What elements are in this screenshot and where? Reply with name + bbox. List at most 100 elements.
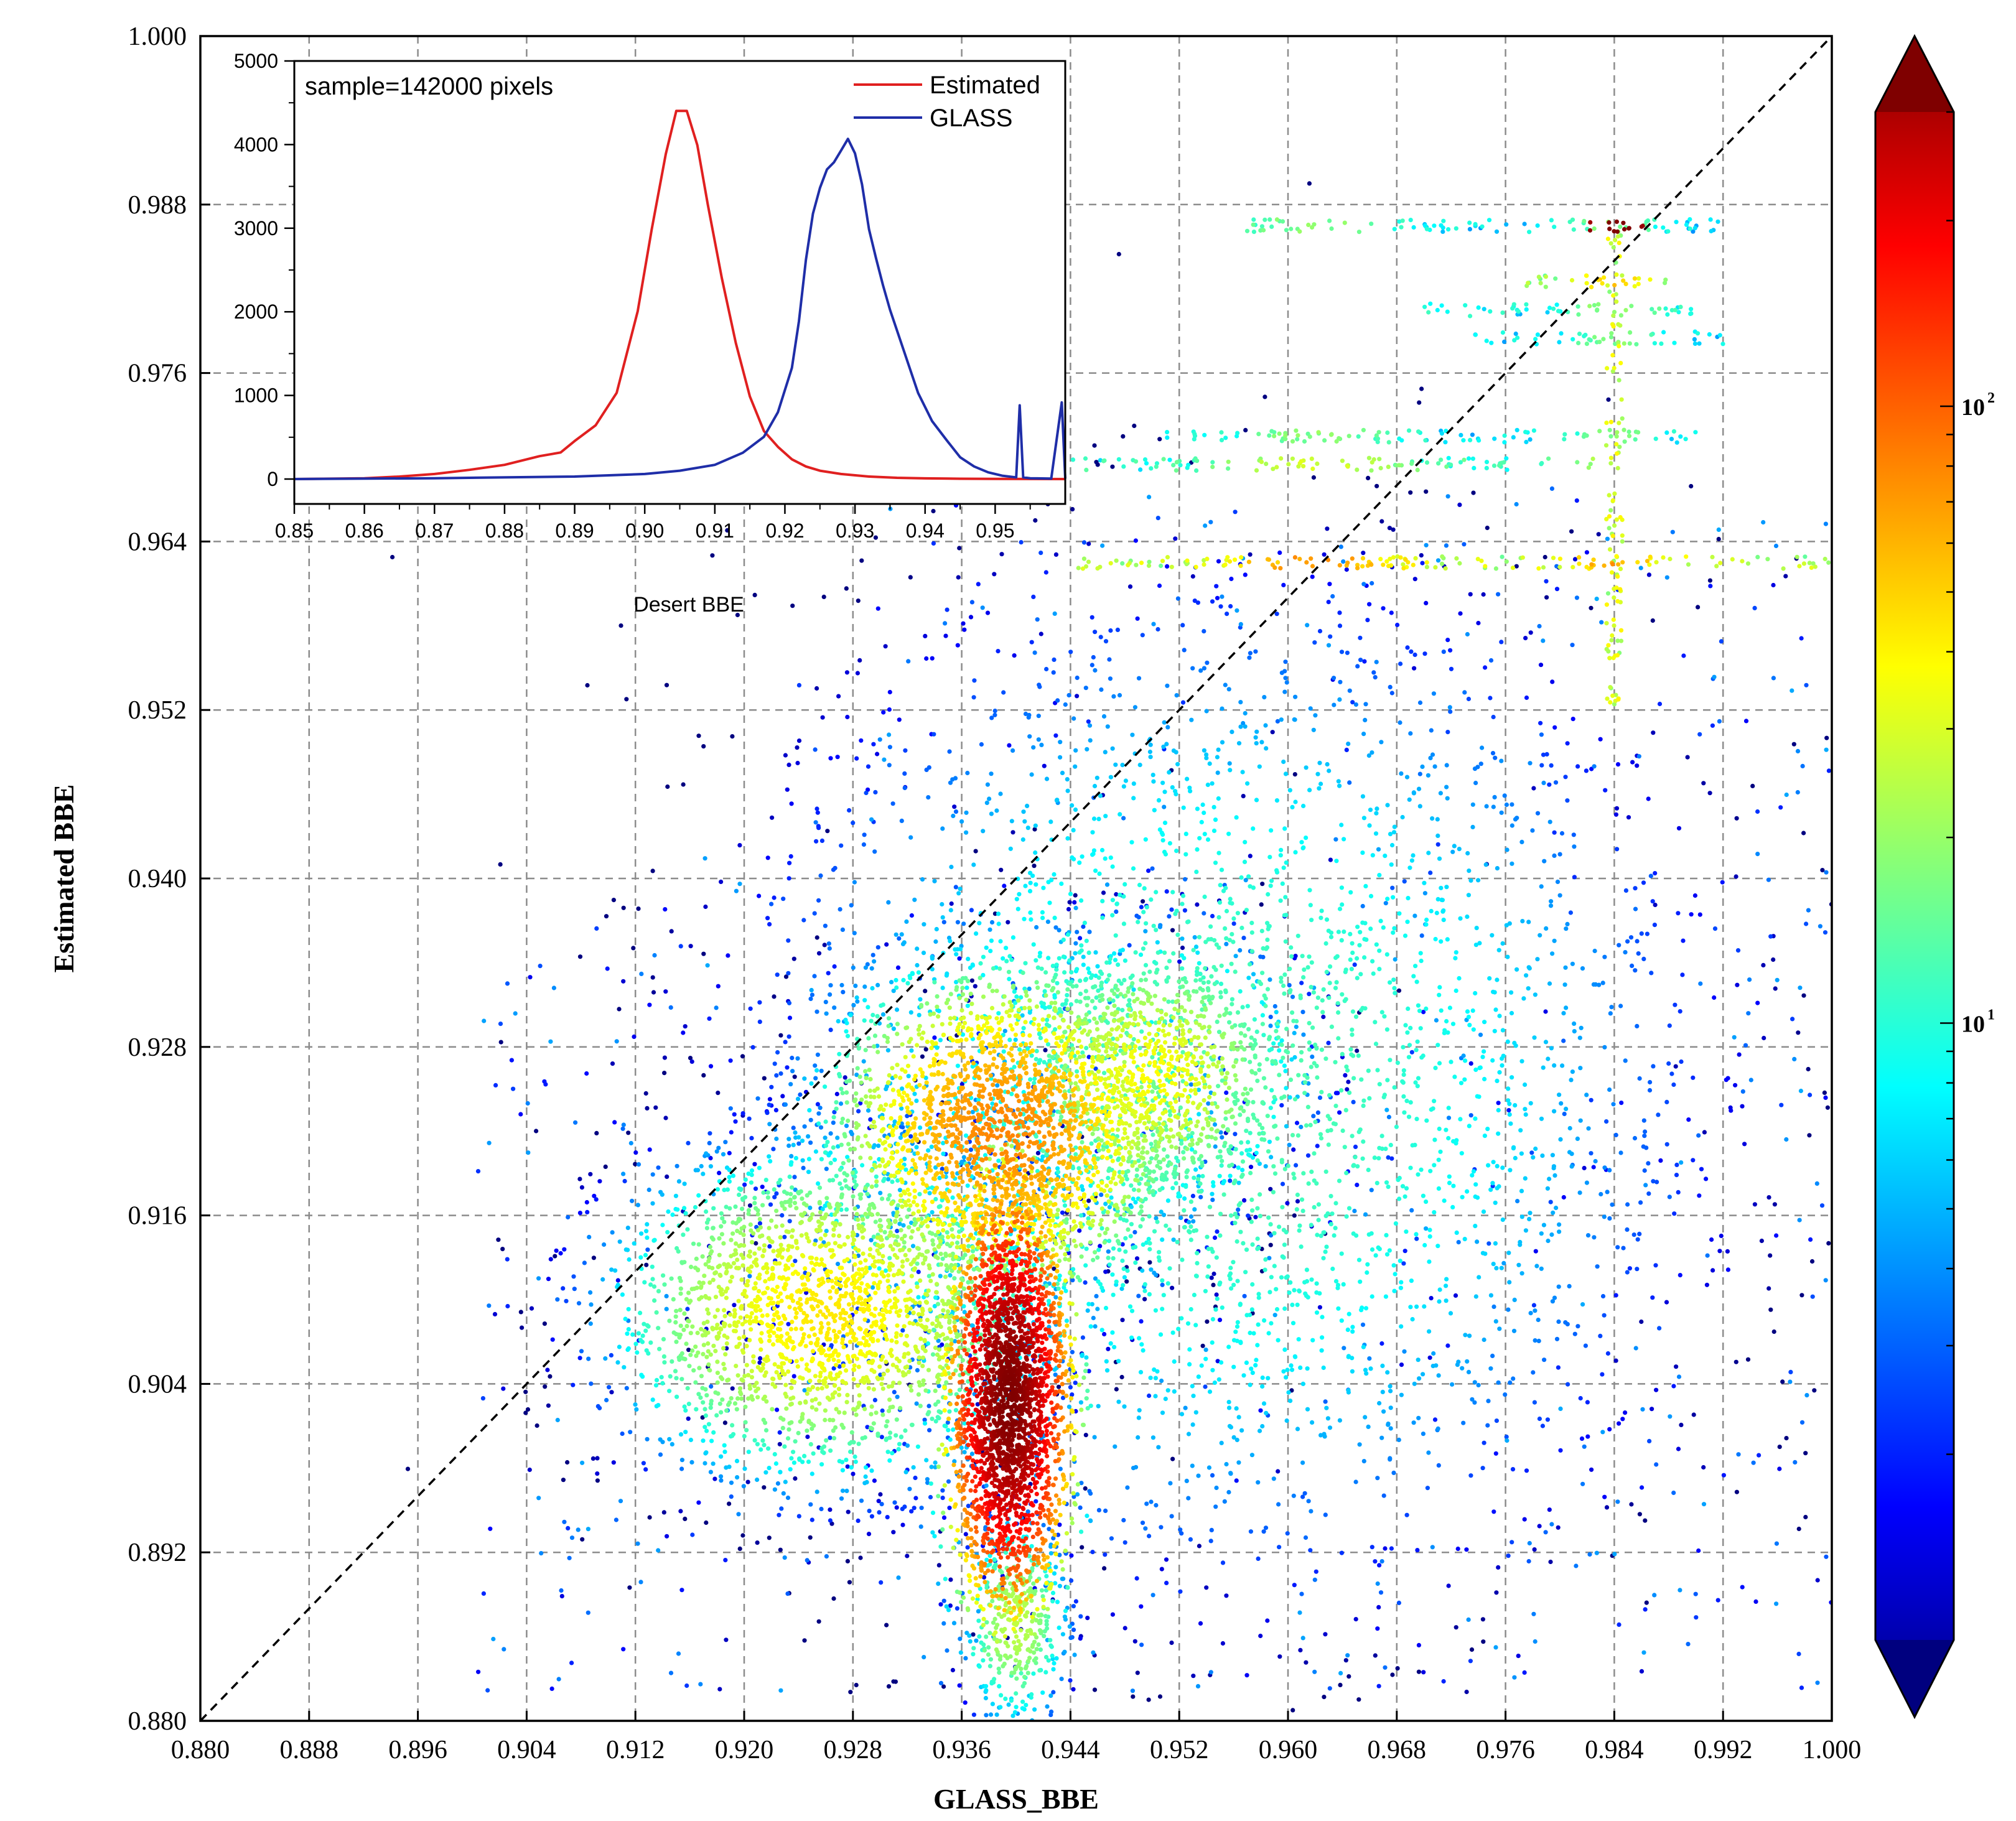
scatter-point (1394, 1124, 1399, 1129)
scatter-point (800, 1158, 805, 1163)
scatter-point (1315, 1143, 1320, 1148)
scatter-point (1350, 941, 1355, 946)
scatter-point (1311, 727, 1316, 732)
scatter-point (1687, 226, 1692, 231)
scatter-point (1152, 808, 1157, 813)
scatter-point (1308, 903, 1313, 908)
scatter-point (1552, 225, 1557, 230)
scatter-point (845, 714, 850, 720)
scatter-point (896, 1446, 901, 1451)
scatter-point (891, 989, 896, 994)
scatter-point (1363, 883, 1368, 888)
scatter-point (1284, 1375, 1289, 1380)
scatter-point (1392, 1288, 1397, 1293)
scatter-point (1360, 903, 1365, 909)
scatter-point (894, 985, 899, 990)
scatter-point (1004, 946, 1009, 951)
scatter-point (1400, 814, 1405, 820)
scatter-point (1544, 579, 1549, 584)
scatter-point (992, 709, 997, 714)
scatter-point (915, 962, 920, 968)
scatter-point (1724, 1078, 1729, 1083)
scatter-point (1652, 1593, 1657, 1598)
scatter-point (1492, 1028, 1497, 1033)
scatter-point (682, 1404, 687, 1409)
scatter-point (1114, 1279, 1119, 1284)
scatter-point (1116, 1359, 1121, 1364)
scatter-point (1346, 1311, 1351, 1316)
scatter-point (1214, 584, 1219, 589)
scatter-point (869, 1514, 874, 1519)
scatter-point (955, 643, 960, 648)
scatter-point (1020, 1013, 1025, 1018)
scatter-point (808, 1205, 813, 1210)
scatter-point (1436, 1373, 1441, 1378)
scatter-point (1285, 1367, 1290, 1372)
scatter-point (1105, 724, 1110, 729)
scatter-point (1406, 896, 1411, 901)
scatter-point (1278, 898, 1283, 903)
scatter-point (1218, 1130, 1223, 1135)
scatter-point (1195, 1260, 1200, 1265)
scatter-point (586, 1527, 591, 1532)
scatter-point (1488, 1293, 1493, 1298)
scatter-point (1103, 1508, 1108, 1513)
scatter-point (543, 1082, 548, 1087)
scatter-point (1548, 1199, 1553, 1204)
scatter-point (1708, 584, 1713, 589)
scatter-point (1075, 967, 1080, 972)
scatter-point (1071, 1628, 1076, 1632)
scatter-point (1053, 733, 1058, 738)
scatter-point (1209, 1247, 1214, 1252)
scatter-point (1424, 1199, 1429, 1204)
scatter-point (871, 742, 876, 747)
scatter-point (1287, 788, 1292, 793)
scatter-point (781, 897, 786, 901)
scatter-point (812, 911, 817, 916)
scatter-point (1138, 467, 1143, 472)
scatter-point (1613, 1358, 1618, 1363)
scatter-point (959, 1445, 964, 1450)
scatter-point (1058, 1466, 1063, 1471)
scatter-point (1353, 1014, 1359, 1019)
scatter-point (1160, 1278, 1165, 1283)
scatter-point (1088, 1518, 1093, 1523)
scatter-point (1146, 1697, 1151, 1702)
scatter-point (1407, 865, 1412, 870)
scatter-point (1337, 623, 1343, 628)
scatter-point (1429, 1107, 1434, 1112)
scatter-point (1197, 836, 1202, 841)
scatter-point (1091, 816, 1097, 821)
scatter-point (1130, 732, 1135, 737)
scatter-point (1040, 1690, 1045, 1695)
scatter-point (1307, 888, 1312, 893)
scatter-point (1234, 1478, 1239, 1483)
scatter-point (650, 1264, 655, 1269)
scatter-point (981, 972, 986, 977)
scatter-point (1717, 1249, 1722, 1254)
scatter-point (1409, 649, 1414, 654)
scatter-point (1549, 486, 1554, 491)
scatter-point (1110, 746, 1115, 751)
scatter-point (1424, 226, 1429, 231)
scatter-point (1411, 1420, 1416, 1425)
scatter-point (1120, 763, 1125, 768)
scatter-point (936, 1008, 941, 1013)
scatter-point (1083, 1280, 1088, 1285)
scatter-point (1248, 1165, 1254, 1170)
scatter-point (735, 1475, 740, 1480)
scatter-point (1339, 822, 1344, 827)
scatter-point (1474, 926, 1479, 931)
scatter-point (636, 1331, 641, 1336)
scatter-point (814, 935, 819, 940)
scatter-point (1771, 676, 1776, 681)
scatter-point (900, 1125, 905, 1130)
scatter-point (1180, 893, 1186, 898)
scatter-point (1223, 435, 1228, 440)
scatter-point (1169, 1640, 1174, 1646)
scatter-point (1424, 922, 1429, 927)
scatter-point (1136, 1293, 1141, 1298)
scatter-point (1043, 1670, 1048, 1675)
scatter-point (822, 943, 827, 948)
scatter-point (772, 895, 777, 900)
